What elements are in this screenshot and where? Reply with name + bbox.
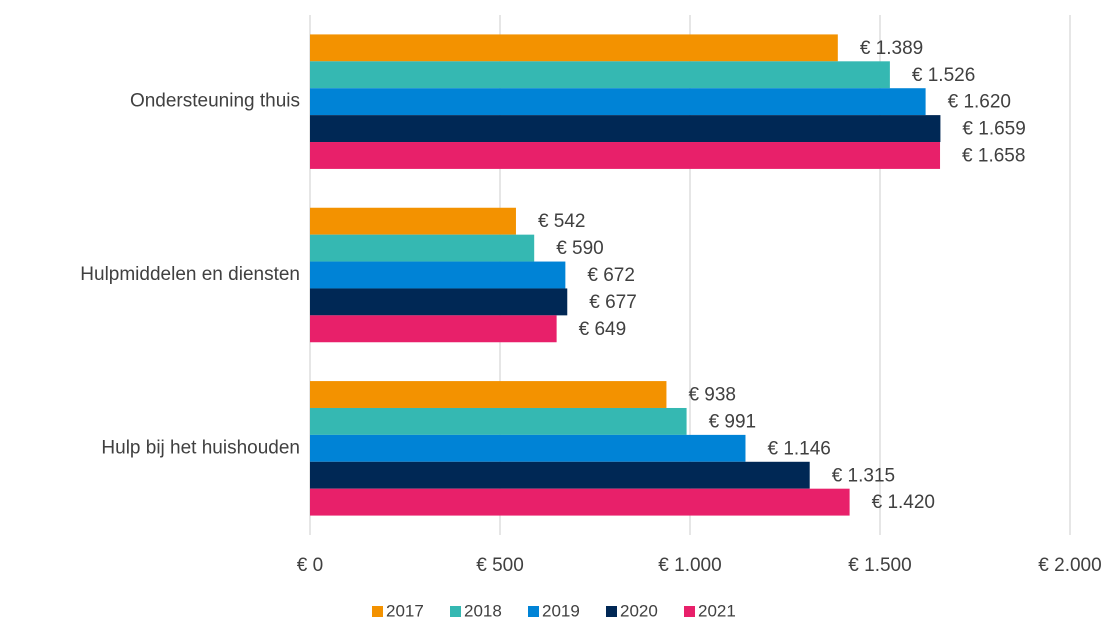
value-label: € 1.315 (832, 465, 895, 486)
legend-swatch (684, 606, 695, 617)
x-tick-label: € 1.000 (658, 555, 721, 576)
bar (310, 407, 687, 435)
value-label: € 677 (589, 292, 637, 313)
bar (310, 261, 566, 289)
value-label: € 1.659 (962, 119, 1025, 140)
bar (310, 88, 926, 116)
value-label: € 938 (688, 385, 736, 406)
bar (310, 434, 746, 462)
bar (310, 207, 516, 235)
bar (310, 34, 838, 62)
bar (310, 142, 941, 169)
legend-label: 2019 (542, 601, 580, 620)
y-tick-label: Ondersteuning thuis (130, 91, 300, 112)
x-tick-label: € 500 (476, 555, 524, 576)
value-label: € 1.146 (767, 438, 830, 459)
legend-label: 2021 (698, 601, 736, 620)
value-label: € 991 (709, 411, 757, 432)
value-label: € 1.389 (860, 38, 923, 59)
legend-swatch (528, 606, 539, 617)
legend-swatch (606, 606, 617, 617)
value-label: € 672 (587, 265, 635, 286)
legend-label: 2020 (620, 601, 658, 620)
y-tick-label: Hulpmiddelen en diensten (80, 264, 300, 285)
bar (310, 315, 557, 343)
legend-label: 2017 (386, 601, 424, 620)
bar (310, 381, 667, 408)
x-tick-label: € 2.000 (1038, 555, 1101, 576)
value-label: € 1.658 (962, 145, 1025, 166)
bar (310, 288, 568, 316)
bar (310, 61, 890, 89)
value-label: € 590 (556, 238, 604, 259)
value-label: € 1.620 (948, 92, 1011, 113)
x-tick-label: € 1.500 (848, 555, 911, 576)
bar (310, 234, 535, 262)
value-label: € 1.526 (912, 65, 975, 86)
value-label: € 1.420 (872, 492, 935, 513)
legend-swatch (372, 606, 383, 617)
legend-label: 2018 (464, 601, 502, 620)
value-label: € 649 (579, 319, 627, 340)
bar (310, 461, 810, 489)
bar (310, 115, 941, 143)
y-tick-label: Hulp bij het huishouden (101, 437, 300, 458)
value-label: € 542 (538, 211, 586, 232)
x-tick-label: € 0 (297, 555, 323, 576)
bar (310, 488, 850, 516)
legend-swatch (450, 606, 461, 617)
